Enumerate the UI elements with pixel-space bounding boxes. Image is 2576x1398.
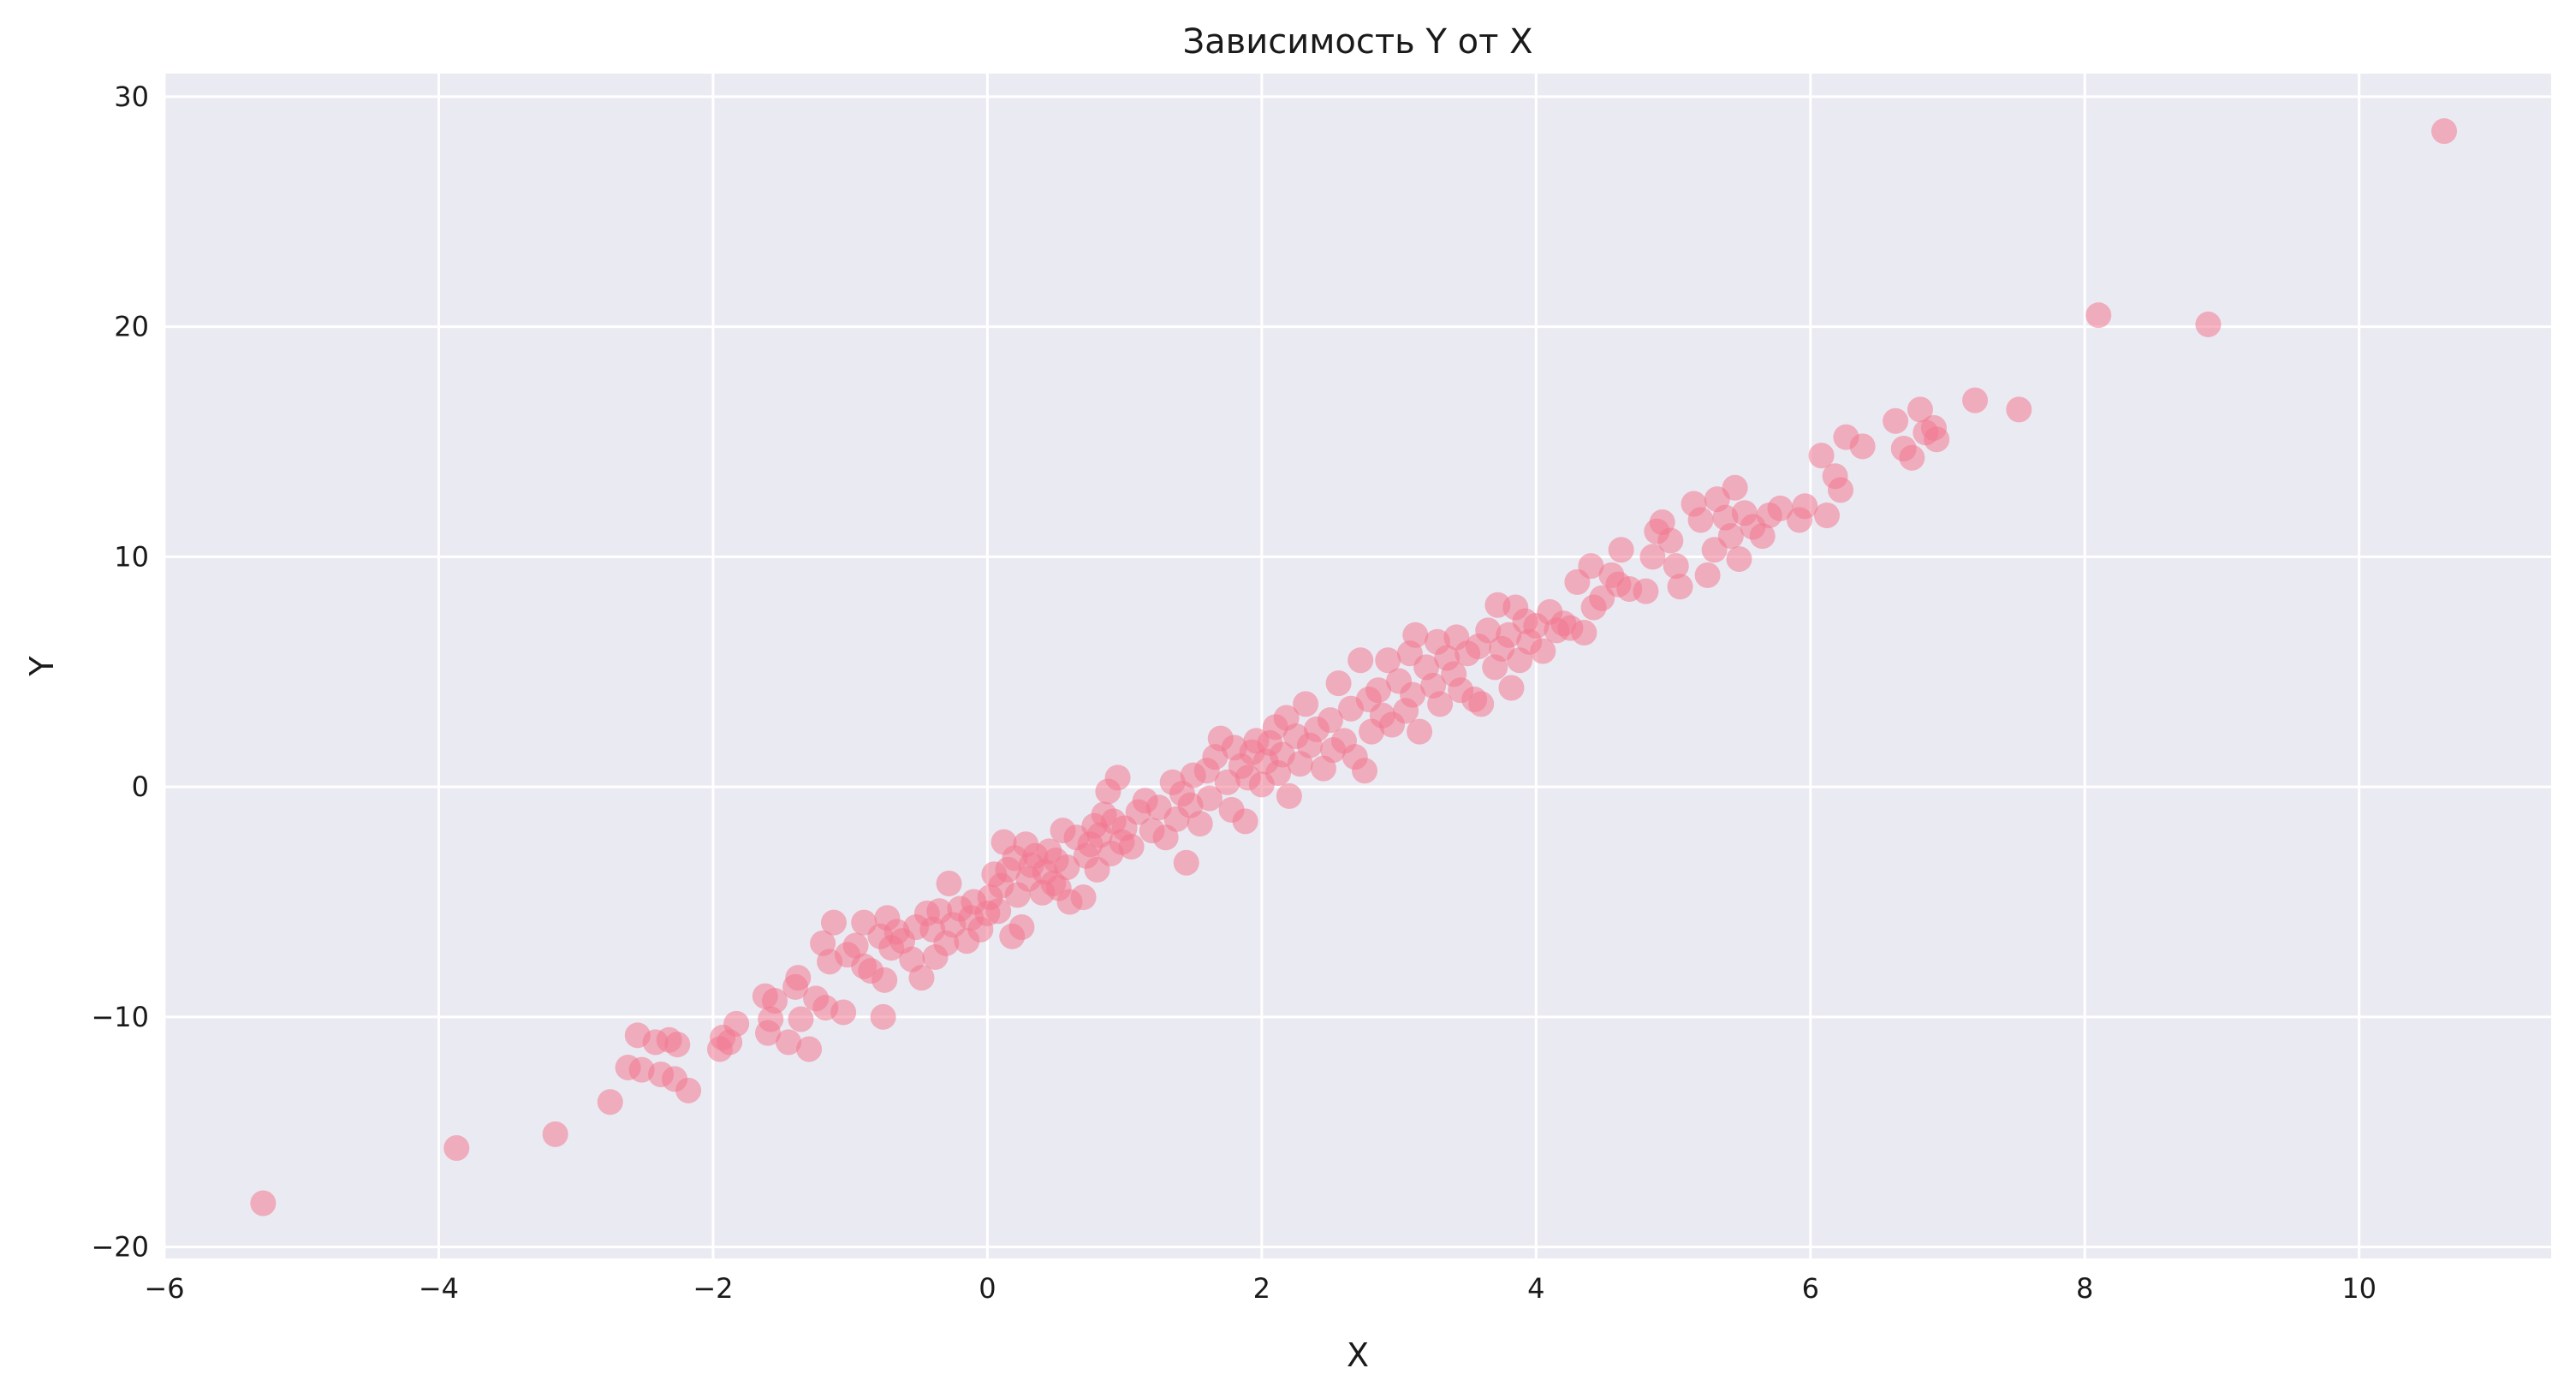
data-point — [250, 1190, 277, 1217]
data-point — [1187, 811, 1213, 837]
data-point — [1694, 562, 1721, 588]
data-point — [628, 1056, 655, 1083]
data-point — [1468, 691, 1495, 717]
data-point — [1196, 785, 1223, 812]
x-tick-label: −6 — [144, 1272, 184, 1305]
data-point — [1667, 574, 1693, 600]
data-point — [2006, 396, 2032, 423]
data-point — [1808, 443, 1835, 469]
data-point — [1722, 474, 1748, 501]
data-point — [1008, 914, 1035, 941]
data-point — [675, 1077, 702, 1104]
data-point — [443, 1135, 470, 1162]
data-point — [1663, 553, 1689, 580]
data-point — [1475, 617, 1502, 644]
x-tick-label: 4 — [1527, 1272, 1544, 1305]
data-point — [820, 909, 847, 936]
data-point — [1365, 677, 1392, 704]
data-point — [842, 932, 869, 959]
data-point — [776, 1029, 802, 1056]
data-point — [2431, 118, 2458, 145]
data-point — [908, 965, 935, 991]
data-point — [1317, 707, 1343, 734]
data-point — [1293, 691, 1319, 717]
x-tick-labels: −6 −4 −2 0 2 4 6 8 10 — [144, 1272, 2377, 1305]
y-tick-label: 30 — [114, 80, 149, 113]
data-point — [1530, 638, 1556, 664]
data-point — [1571, 620, 1597, 646]
x-gridlines — [163, 74, 2361, 1258]
data-point — [1883, 408, 1909, 434]
x-tick-label: 10 — [2341, 1272, 2377, 1305]
data-point — [1717, 523, 1744, 550]
x-tick-label: 2 — [1253, 1272, 1270, 1305]
data-point — [1347, 647, 1374, 674]
data-point — [1767, 495, 1794, 521]
data-point — [1907, 396, 1933, 423]
x-tick-label: −4 — [419, 1272, 459, 1305]
y-tick-label: 0 — [132, 770, 149, 803]
data-point — [785, 965, 812, 991]
data-point — [1687, 507, 1714, 533]
data-point — [542, 1121, 568, 1147]
data-point — [1276, 782, 1302, 809]
data-point — [872, 967, 898, 993]
y-tick-label: −20 — [91, 1231, 149, 1264]
x-tick-label: −2 — [693, 1272, 733, 1305]
x-tick-label: 0 — [979, 1272, 996, 1305]
y-tick-label: 20 — [114, 311, 149, 343]
data-point — [1498, 675, 1525, 701]
data-point — [1375, 647, 1401, 674]
data-point — [1232, 808, 1258, 835]
x-axis-label: X — [1347, 1336, 1369, 1374]
data-point — [1427, 691, 1454, 717]
data-point — [788, 1006, 814, 1032]
chart-title: Зависимость Y от X — [1183, 22, 1533, 62]
data-point — [870, 1003, 896, 1030]
y-tick-label: 10 — [114, 540, 149, 573]
x-tick-label: 6 — [1802, 1272, 1819, 1305]
data-point — [796, 1036, 823, 1062]
data-point — [1578, 553, 1604, 580]
y-axis-label: Y — [23, 656, 61, 677]
y-tick-labels: −20 −10 0 10 20 30 — [91, 80, 149, 1264]
data-point — [1352, 758, 1378, 784]
data-point — [1792, 493, 1818, 520]
data-point — [936, 870, 962, 896]
data-point — [1749, 523, 1776, 550]
data-point — [1407, 718, 1433, 745]
data-point — [1726, 546, 1752, 573]
data-point — [1828, 477, 1854, 503]
data-point — [1849, 433, 1876, 460]
data-point — [723, 1010, 750, 1037]
data-point — [1402, 622, 1429, 648]
data-points — [250, 118, 2458, 1217]
data-point — [664, 1032, 691, 1058]
data-point — [1400, 681, 1426, 708]
data-point — [1924, 426, 1950, 453]
data-point — [1657, 527, 1684, 554]
data-point — [1608, 537, 1634, 563]
data-point — [1813, 502, 1840, 528]
data-point — [1104, 764, 1131, 791]
y-tick-label: −10 — [91, 1001, 149, 1033]
data-point — [1054, 854, 1080, 881]
data-point — [597, 1089, 623, 1115]
data-point — [1070, 884, 1097, 911]
data-point — [830, 999, 857, 1026]
x-tick-label: 8 — [2076, 1272, 2093, 1305]
data-point — [1118, 833, 1145, 860]
y-gridlines — [164, 95, 2551, 1249]
data-point — [2085, 302, 2112, 329]
data-point — [2195, 311, 2222, 337]
data-point — [762, 988, 788, 1014]
data-point — [1173, 849, 1199, 876]
data-point — [1633, 578, 1659, 604]
data-point — [1325, 670, 1352, 697]
data-point — [985, 898, 1012, 925]
data-point — [1899, 444, 1925, 471]
data-point — [1639, 544, 1666, 570]
data-point — [1962, 387, 1989, 413]
